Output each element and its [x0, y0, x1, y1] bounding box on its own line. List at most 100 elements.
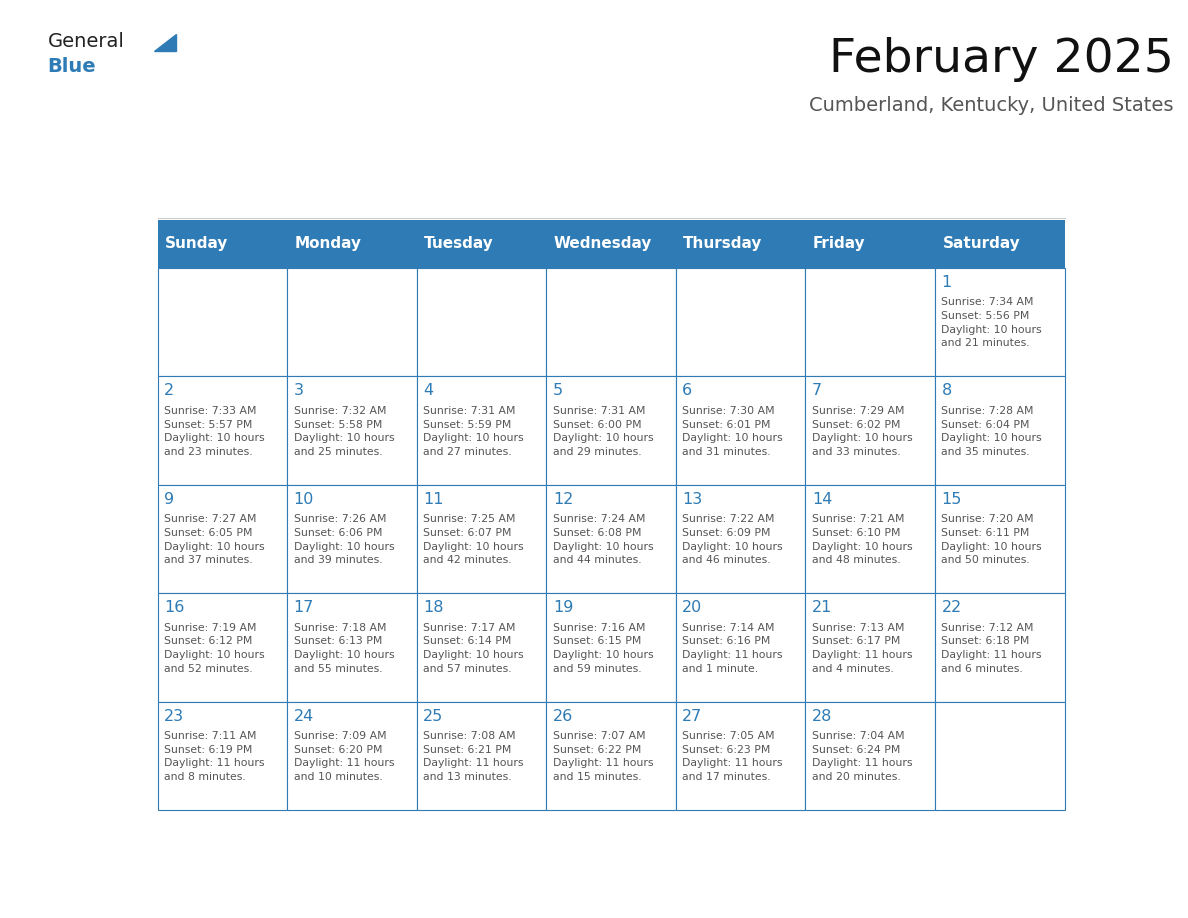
Text: Sunrise: 7:21 AM
Sunset: 6:10 PM
Daylight: 10 hours
and 48 minutes.: Sunrise: 7:21 AM Sunset: 6:10 PM Dayligh… — [811, 514, 912, 565]
Text: Blue: Blue — [48, 57, 96, 76]
Text: 25: 25 — [423, 709, 443, 723]
Text: Wednesday: Wednesday — [554, 236, 652, 252]
Text: Sunrise: 7:05 AM
Sunset: 6:23 PM
Daylight: 11 hours
and 17 minutes.: Sunrise: 7:05 AM Sunset: 6:23 PM Dayligh… — [682, 732, 783, 782]
Text: Sunrise: 7:20 AM
Sunset: 6:11 PM
Daylight: 10 hours
and 50 minutes.: Sunrise: 7:20 AM Sunset: 6:11 PM Dayligh… — [941, 514, 1042, 565]
Text: Saturday: Saturday — [942, 236, 1020, 252]
Text: General: General — [48, 32, 125, 51]
Text: 3: 3 — [293, 384, 304, 398]
Bar — [546, 701, 676, 810]
Text: Sunrise: 7:11 AM
Sunset: 6:19 PM
Daylight: 11 hours
and 8 minutes.: Sunrise: 7:11 AM Sunset: 6:19 PM Dayligh… — [164, 732, 265, 782]
Text: Sunrise: 7:30 AM
Sunset: 6:01 PM
Daylight: 10 hours
and 31 minutes.: Sunrise: 7:30 AM Sunset: 6:01 PM Dayligh… — [682, 406, 783, 457]
Bar — [287, 485, 417, 593]
Bar — [158, 593, 287, 701]
Text: Sunrise: 7:22 AM
Sunset: 6:09 PM
Daylight: 10 hours
and 46 minutes.: Sunrise: 7:22 AM Sunset: 6:09 PM Dayligh… — [682, 514, 783, 565]
Text: 21: 21 — [811, 600, 833, 615]
Text: Sunrise: 7:31 AM
Sunset: 5:59 PM
Daylight: 10 hours
and 27 minutes.: Sunrise: 7:31 AM Sunset: 5:59 PM Dayligh… — [423, 406, 524, 457]
Text: 8: 8 — [941, 384, 952, 398]
Text: 2: 2 — [164, 384, 175, 398]
Bar — [417, 376, 546, 485]
Bar — [287, 701, 417, 810]
Text: Sunrise: 7:28 AM
Sunset: 6:04 PM
Daylight: 10 hours
and 35 minutes.: Sunrise: 7:28 AM Sunset: 6:04 PM Dayligh… — [941, 406, 1042, 457]
Text: 23: 23 — [164, 709, 184, 723]
Text: Sunrise: 7:25 AM
Sunset: 6:07 PM
Daylight: 10 hours
and 42 minutes.: Sunrise: 7:25 AM Sunset: 6:07 PM Dayligh… — [423, 514, 524, 565]
Bar — [676, 268, 805, 376]
Text: Sunrise: 7:34 AM
Sunset: 5:56 PM
Daylight: 10 hours
and 21 minutes.: Sunrise: 7:34 AM Sunset: 5:56 PM Dayligh… — [941, 297, 1042, 348]
Bar — [676, 593, 805, 701]
Text: 12: 12 — [552, 492, 573, 507]
Text: Sunrise: 7:24 AM
Sunset: 6:08 PM
Daylight: 10 hours
and 44 minutes.: Sunrise: 7:24 AM Sunset: 6:08 PM Dayligh… — [552, 514, 653, 565]
Text: 5: 5 — [552, 384, 563, 398]
Text: Sunrise: 7:26 AM
Sunset: 6:06 PM
Daylight: 10 hours
and 39 minutes.: Sunrise: 7:26 AM Sunset: 6:06 PM Dayligh… — [293, 514, 394, 565]
Bar — [158, 701, 287, 810]
Bar — [935, 701, 1064, 810]
Text: 17: 17 — [293, 600, 314, 615]
Bar — [417, 701, 546, 810]
Text: 20: 20 — [682, 600, 702, 615]
Text: Sunrise: 7:12 AM
Sunset: 6:18 PM
Daylight: 11 hours
and 6 minutes.: Sunrise: 7:12 AM Sunset: 6:18 PM Dayligh… — [941, 622, 1042, 674]
Text: 14: 14 — [811, 492, 833, 507]
Bar — [158, 219, 1064, 268]
Text: Sunrise: 7:16 AM
Sunset: 6:15 PM
Daylight: 10 hours
and 59 minutes.: Sunrise: 7:16 AM Sunset: 6:15 PM Dayligh… — [552, 622, 653, 674]
Bar — [805, 485, 935, 593]
Text: Sunrise: 7:27 AM
Sunset: 6:05 PM
Daylight: 10 hours
and 37 minutes.: Sunrise: 7:27 AM Sunset: 6:05 PM Dayligh… — [164, 514, 265, 565]
Text: Sunrise: 7:19 AM
Sunset: 6:12 PM
Daylight: 10 hours
and 52 minutes.: Sunrise: 7:19 AM Sunset: 6:12 PM Dayligh… — [164, 622, 265, 674]
Bar — [546, 268, 676, 376]
Text: 18: 18 — [423, 600, 444, 615]
Text: Sunrise: 7:13 AM
Sunset: 6:17 PM
Daylight: 11 hours
and 4 minutes.: Sunrise: 7:13 AM Sunset: 6:17 PM Dayligh… — [811, 622, 912, 674]
Text: 26: 26 — [552, 709, 573, 723]
Text: February 2025: February 2025 — [829, 37, 1174, 82]
Text: 10: 10 — [293, 492, 314, 507]
Text: 19: 19 — [552, 600, 573, 615]
Text: Monday: Monday — [295, 236, 361, 252]
Bar — [287, 593, 417, 701]
Text: 28: 28 — [811, 709, 833, 723]
Text: 7: 7 — [811, 384, 822, 398]
Text: 1: 1 — [941, 274, 952, 290]
Bar — [935, 593, 1064, 701]
Bar — [805, 268, 935, 376]
Bar — [158, 485, 287, 593]
Bar — [935, 485, 1064, 593]
Text: 9: 9 — [164, 492, 175, 507]
Bar — [676, 485, 805, 593]
Bar — [287, 376, 417, 485]
Text: 22: 22 — [941, 600, 962, 615]
Text: 4: 4 — [423, 384, 434, 398]
Text: Sunrise: 7:14 AM
Sunset: 6:16 PM
Daylight: 11 hours
and 1 minute.: Sunrise: 7:14 AM Sunset: 6:16 PM Dayligh… — [682, 622, 783, 674]
Bar — [417, 485, 546, 593]
Text: Sunrise: 7:08 AM
Sunset: 6:21 PM
Daylight: 11 hours
and 13 minutes.: Sunrise: 7:08 AM Sunset: 6:21 PM Dayligh… — [423, 732, 524, 782]
Bar — [546, 485, 676, 593]
Text: 11: 11 — [423, 492, 444, 507]
Bar — [676, 376, 805, 485]
Text: 6: 6 — [682, 384, 693, 398]
Text: 27: 27 — [682, 709, 702, 723]
Bar — [805, 376, 935, 485]
Text: 24: 24 — [293, 709, 314, 723]
Text: 15: 15 — [941, 492, 962, 507]
Text: Friday: Friday — [813, 236, 866, 252]
Bar — [676, 701, 805, 810]
Bar — [935, 376, 1064, 485]
Text: Sunrise: 7:33 AM
Sunset: 5:57 PM
Daylight: 10 hours
and 23 minutes.: Sunrise: 7:33 AM Sunset: 5:57 PM Dayligh… — [164, 406, 265, 457]
Bar — [546, 376, 676, 485]
Text: Tuesday: Tuesday — [424, 236, 494, 252]
Bar — [805, 593, 935, 701]
Text: Sunrise: 7:07 AM
Sunset: 6:22 PM
Daylight: 11 hours
and 15 minutes.: Sunrise: 7:07 AM Sunset: 6:22 PM Dayligh… — [552, 732, 653, 782]
Bar — [805, 701, 935, 810]
Bar — [287, 268, 417, 376]
Bar — [546, 593, 676, 701]
Text: Sunrise: 7:31 AM
Sunset: 6:00 PM
Daylight: 10 hours
and 29 minutes.: Sunrise: 7:31 AM Sunset: 6:00 PM Dayligh… — [552, 406, 653, 457]
Bar — [417, 268, 546, 376]
Text: Sunrise: 7:04 AM
Sunset: 6:24 PM
Daylight: 11 hours
and 20 minutes.: Sunrise: 7:04 AM Sunset: 6:24 PM Dayligh… — [811, 732, 912, 782]
Text: Sunrise: 7:09 AM
Sunset: 6:20 PM
Daylight: 11 hours
and 10 minutes.: Sunrise: 7:09 AM Sunset: 6:20 PM Dayligh… — [293, 732, 394, 782]
Text: Cumberland, Kentucky, United States: Cumberland, Kentucky, United States — [809, 96, 1174, 116]
Text: Sunrise: 7:29 AM
Sunset: 6:02 PM
Daylight: 10 hours
and 33 minutes.: Sunrise: 7:29 AM Sunset: 6:02 PM Dayligh… — [811, 406, 912, 457]
Text: 13: 13 — [682, 492, 702, 507]
Text: Sunrise: 7:32 AM
Sunset: 5:58 PM
Daylight: 10 hours
and 25 minutes.: Sunrise: 7:32 AM Sunset: 5:58 PM Dayligh… — [293, 406, 394, 457]
Text: Sunrise: 7:17 AM
Sunset: 6:14 PM
Daylight: 10 hours
and 57 minutes.: Sunrise: 7:17 AM Sunset: 6:14 PM Dayligh… — [423, 622, 524, 674]
Text: 16: 16 — [164, 600, 184, 615]
Bar — [158, 376, 287, 485]
Text: Sunday: Sunday — [165, 236, 228, 252]
Text: Thursday: Thursday — [683, 236, 763, 252]
Text: Sunrise: 7:18 AM
Sunset: 6:13 PM
Daylight: 10 hours
and 55 minutes.: Sunrise: 7:18 AM Sunset: 6:13 PM Dayligh… — [293, 622, 394, 674]
